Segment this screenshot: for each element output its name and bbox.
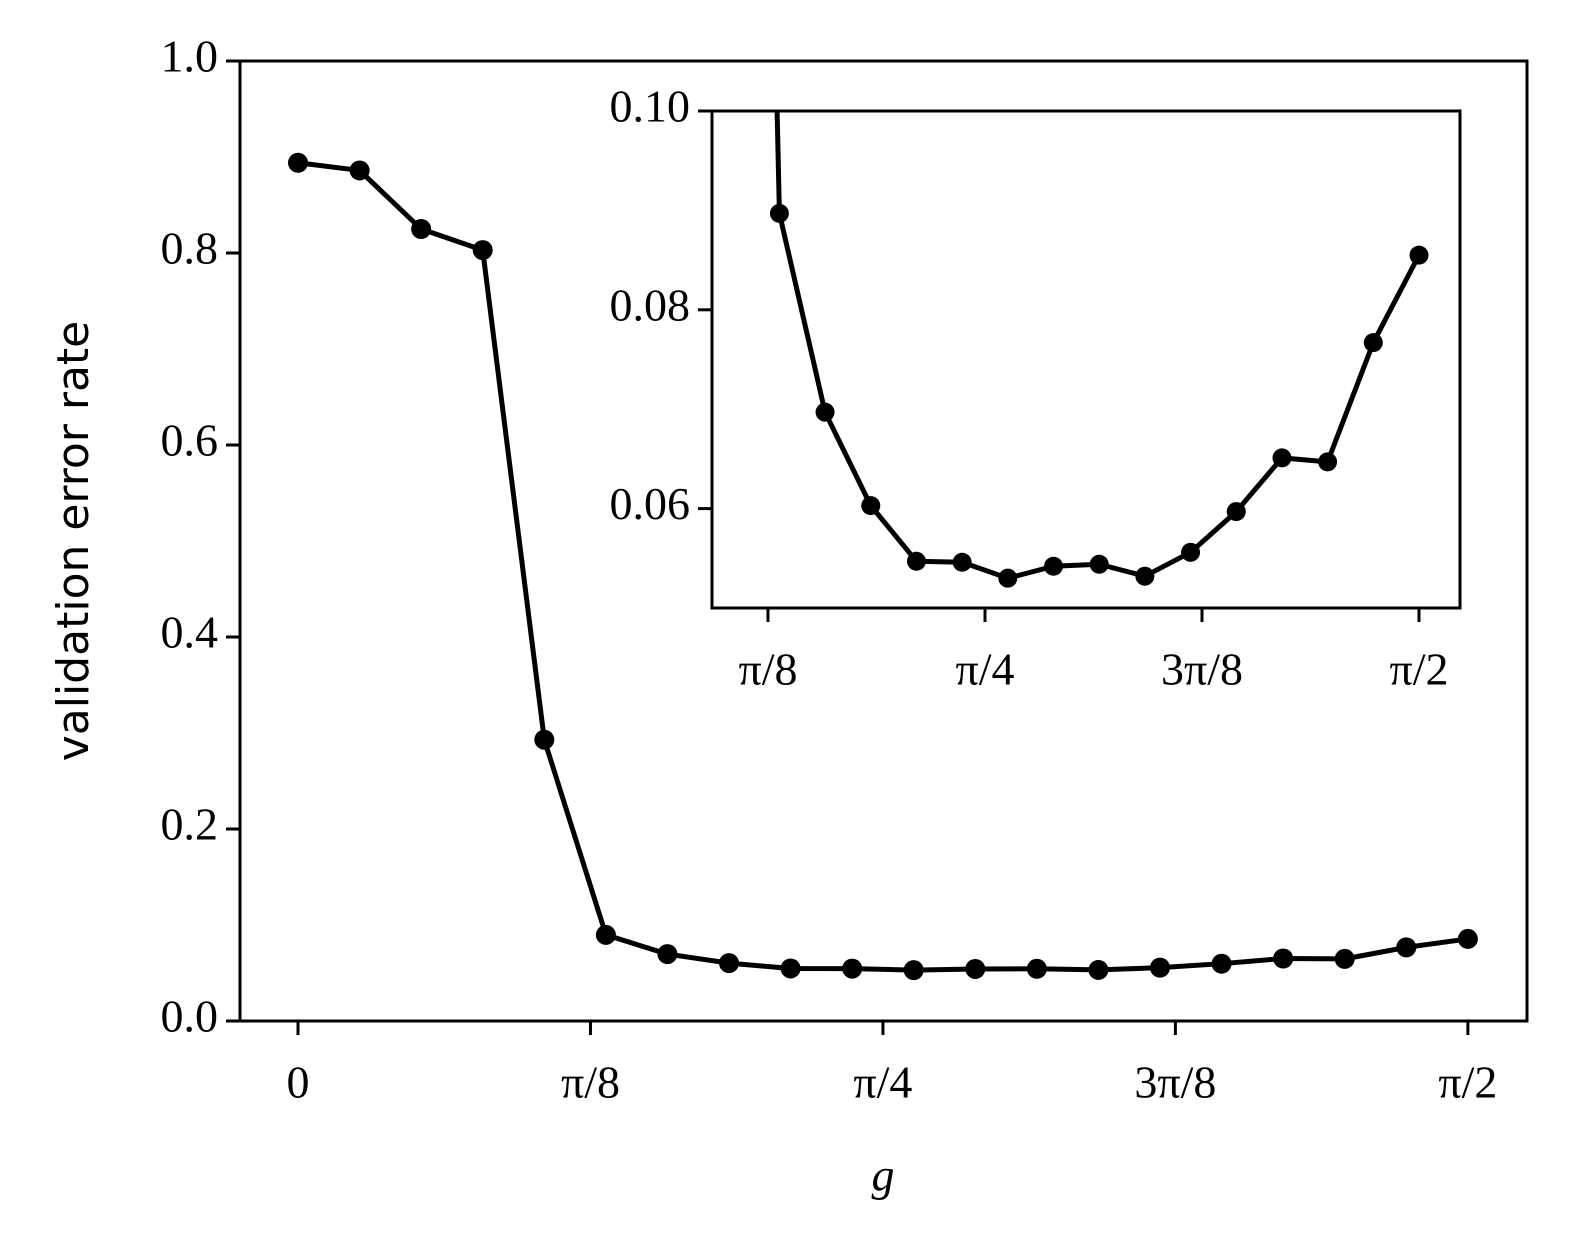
series [288,152,1478,981]
data-point [1089,554,1109,574]
data-point [1149,957,1170,978]
data-point [1457,928,1478,949]
data-point [861,496,881,516]
x-tick-label: 0 [287,1057,310,1108]
data-point [411,219,432,239]
data-line [774,111,1422,581]
data-point [1396,937,1417,958]
x-tick-label: π/4 [955,644,1014,695]
data-point [815,402,835,422]
y-tick-label: 0.08 [610,279,691,330]
data-line [297,160,1469,973]
data-point [998,568,1018,588]
data-point [1044,556,1064,576]
axes-frame [238,59,1529,1023]
y-tick-label: 0.4 [161,607,219,658]
data-point [906,551,926,571]
plot-area [712,111,1460,608]
data-point [1135,566,1155,586]
data-point [1026,958,1047,979]
y-tick-label: 0.0 [161,991,219,1042]
y-axis-label: validation error rate [48,321,99,762]
data-point [952,552,972,572]
data-point [534,729,555,750]
y-tick-label: 0.06 [610,478,691,529]
x-tick-label: π/8 [561,1057,620,1108]
y-tick-label: 0.2 [161,799,219,850]
x-tick-label: 3π/8 [1134,1057,1216,1108]
data-point [842,958,863,979]
x-tick-label: π/2 [1389,644,1448,695]
data-point [1226,502,1246,522]
y-tick-label: 0.6 [161,415,219,466]
series [769,111,1429,588]
data-point [1318,452,1338,472]
x-tick-label: π/8 [738,644,797,695]
data-point [349,160,370,181]
data-point [780,958,801,979]
data-point [1088,959,1109,980]
data-point [769,203,789,223]
data-point [1181,542,1201,562]
data-point [657,944,678,965]
data-point [472,240,493,261]
x-axis-label: g [872,1150,895,1201]
data-point [1273,948,1294,969]
y-tick-label: 0.10 [610,81,691,132]
data-point [1334,948,1355,969]
x-tick-label: π/2 [1438,1057,1497,1108]
y-tick-label: 0.8 [161,223,219,274]
data-point [965,958,986,979]
data-point [1272,448,1292,468]
axes-frame [710,109,1462,610]
data-point [288,152,309,173]
y-tick-label: 1.0 [161,31,219,82]
data-point [719,953,740,974]
x-tick-label: 3π/8 [1161,644,1243,695]
data-point [1363,333,1383,353]
data-point [1409,245,1429,265]
x-tick-label: π/4 [853,1057,912,1108]
data-point [1211,953,1232,974]
data-point [903,960,924,981]
data-point [595,924,616,945]
